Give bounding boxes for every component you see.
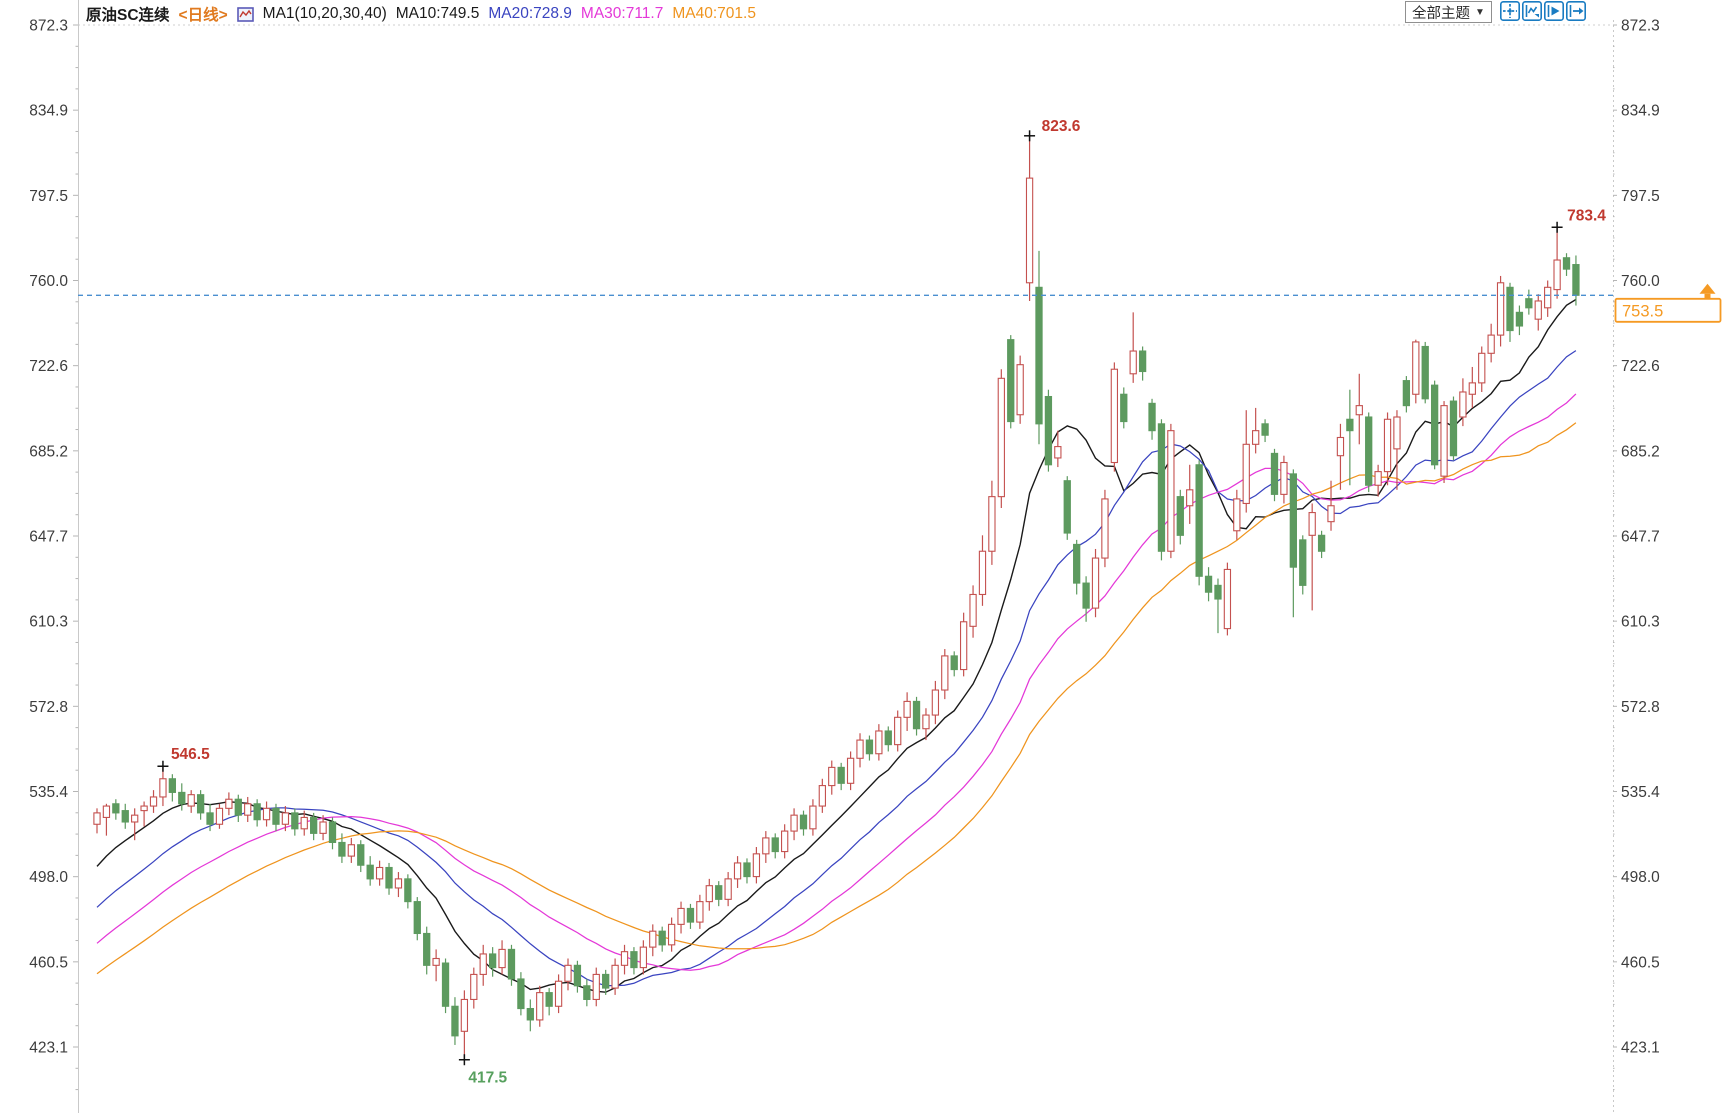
toolbar-icon-group — [1499, 1, 1586, 21]
y-axis-label-left: 872.3 — [29, 18, 68, 35]
ma40-line — [96, 422, 1577, 975]
current-price: 753.5 — [78, 283, 1722, 323]
pane-snapshot-icon[interactable] — [1521, 1, 1542, 21]
y-axis-label-left: 834.9 — [29, 103, 68, 120]
price-marker-label: 783.4 — [1567, 207, 1606, 224]
y-axis-label-right: 760.0 — [1621, 273, 1660, 290]
price-marker-label: 546.5 — [171, 746, 210, 763]
y-axis-label-left: 460.5 — [29, 954, 68, 971]
y-axis-label-right: 498.0 — [1621, 869, 1660, 886]
ma30-line — [96, 393, 1577, 971]
y-axis-label-left: 423.1 — [29, 1040, 68, 1057]
ma-value: MA10:749.5 — [395, 5, 480, 22]
y-axis-label-left: 498.0 — [29, 869, 68, 886]
y-axis-label-left: 685.2 — [29, 443, 68, 460]
ma-value: MA20:728.9 — [488, 5, 572, 22]
y-axis-label-right: 685.2 — [1621, 443, 1660, 460]
y-axis-label-right: 460.5 — [1621, 954, 1660, 971]
y-axis-label-right: 423.1 — [1621, 1040, 1660, 1057]
period-tag[interactable]: <日线> — [178, 7, 228, 24]
theme-dropdown-label: 全部主题 — [1412, 5, 1470, 22]
y-axis: 872.3 872.3 834.9 834.9 797.5 797.5 760.0 760.0… — [29, 0, 1660, 1113]
ma-value: MA40:701.5 — [672, 5, 756, 22]
pane-play-icon[interactable] — [1543, 1, 1564, 21]
theme-dropdown-button[interactable]: 全部主题 ▼ — [1405, 1, 1492, 23]
y-axis-label-left: 610.3 — [29, 614, 68, 631]
y-axis-label-right: 535.4 — [1621, 784, 1660, 801]
y-axis-label-left: 647.7 — [29, 529, 68, 546]
chart-toolbar: 全部主题 ▼ — [1405, 1, 1586, 23]
y-axis-label-left: 722.6 — [29, 358, 68, 375]
chart-type-icon[interactable] — [236, 6, 254, 22]
chart-header: 原油SC连续 <日线> MA1(10,20,30,40) MA10:749.5 … — [86, 3, 756, 25]
y-axis-label-left: 535.4 — [29, 784, 68, 801]
ma20-line — [96, 350, 1577, 987]
price-marker-label: 823.6 — [1042, 118, 1081, 135]
y-axis-label-right: 834.9 — [1621, 103, 1660, 120]
y-axis-label-right: 872.3 — [1621, 18, 1660, 35]
y-axis-label-right: 572.8 — [1621, 699, 1660, 716]
ma-lines — [96, 298, 1577, 993]
price-markers: 546.5 417.5 823.6 783.4 — [157, 118, 1606, 1087]
y-axis-label-left: 760.0 — [29, 273, 68, 290]
y-axis-label-left: 572.8 — [29, 699, 68, 716]
current-price-box — [1614, 297, 1722, 323]
current-price-value: 753.5 — [1622, 302, 1663, 320]
price-up-arrow-icon — [1699, 283, 1716, 294]
ma10-line — [96, 298, 1577, 993]
symbol-title: 原油SC连续 — [86, 7, 170, 24]
y-axis-label-right: 610.3 — [1621, 614, 1660, 631]
pane-export-icon[interactable] — [1565, 1, 1586, 21]
ma-group-label: MA1(10,20,30,40) — [262, 5, 387, 22]
ma-value: MA30:711.7 — [580, 5, 664, 22]
price-marker-label: 417.5 — [468, 1070, 507, 1087]
y-axis-label-right: 722.6 — [1621, 358, 1660, 375]
y-axis-label-right: 797.5 — [1621, 188, 1660, 205]
y-axis-label-right: 647.7 — [1621, 529, 1660, 546]
chevron-down-icon: ▼ — [1475, 6, 1485, 18]
crosshair-icon[interactable] — [1499, 1, 1520, 21]
y-axis-label-left: 797.5 — [29, 188, 68, 205]
candles-layer — [93, 135, 1580, 1060]
